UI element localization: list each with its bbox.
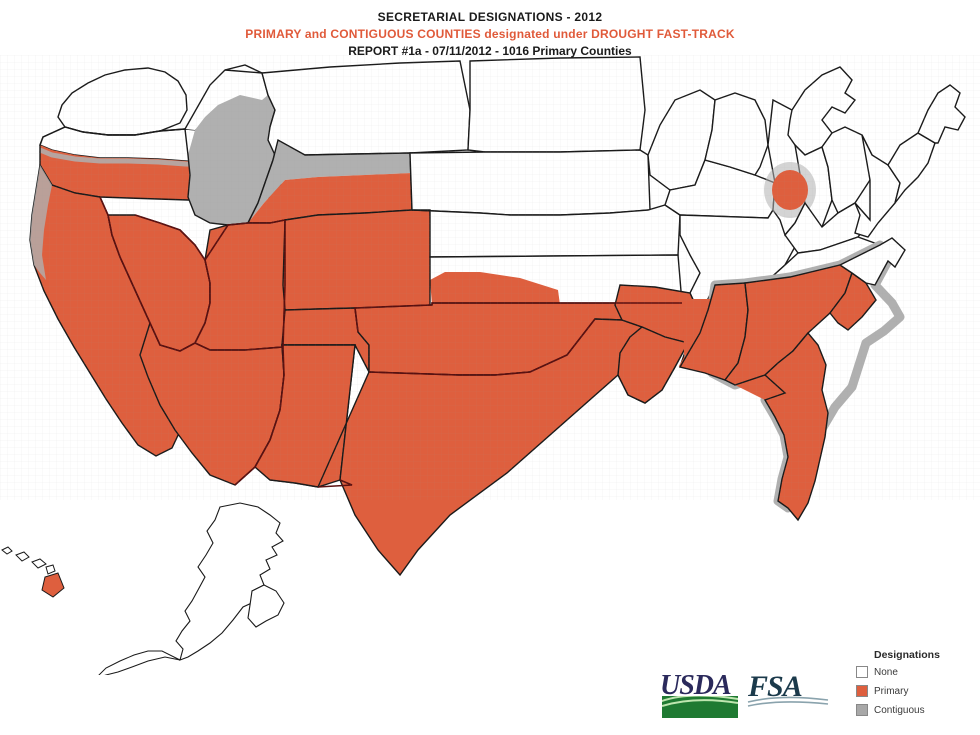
svg-text:USDA: USDA [660,670,731,701]
